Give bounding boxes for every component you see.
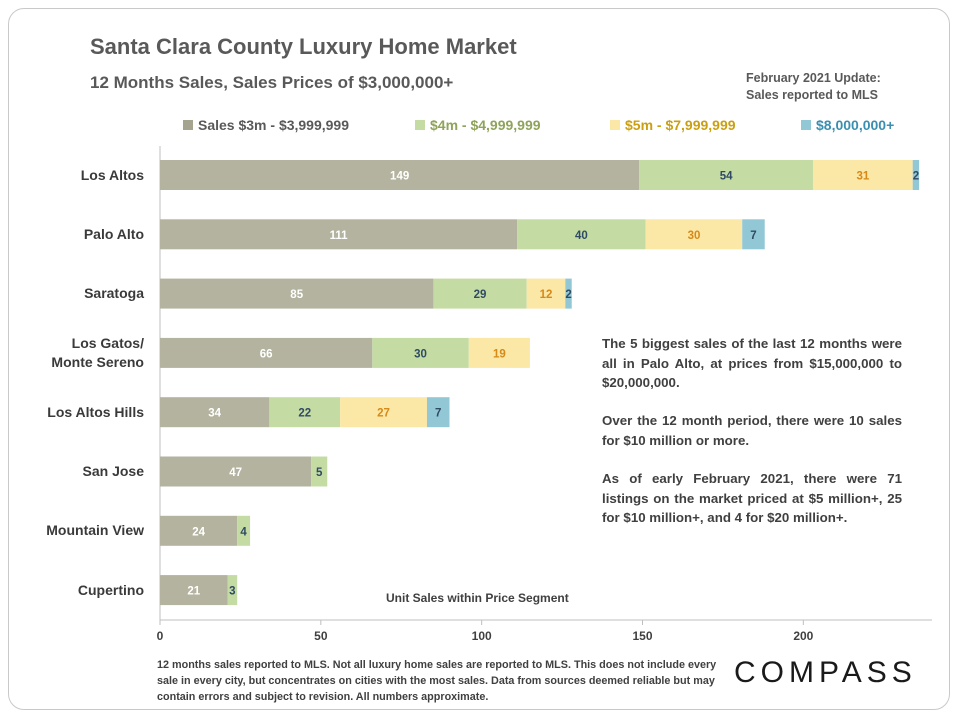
bar-segment (160, 515, 238, 546)
legend-item-5m: $5m - $7,999,999 (610, 117, 736, 133)
data-label: 21 (187, 586, 200, 598)
note-text: Over the 12 month period, there were 10 … (602, 413, 902, 448)
data-label: 30 (414, 348, 427, 360)
data-label: 2 (565, 289, 571, 301)
bar-segment (160, 337, 373, 368)
bar-segment (160, 456, 312, 487)
data-label: 5 (316, 467, 323, 479)
category-label: Saratoga (84, 285, 144, 302)
category-label: Los Gatos/Monte Sereno (51, 334, 144, 370)
data-label: 12 (540, 289, 553, 301)
legend-label-4m: $4m - $4,999,999 (430, 117, 541, 133)
legend-swatch-5m (610, 120, 620, 130)
slide-frame (8, 8, 950, 710)
bar-segment (812, 160, 913, 190)
legend-item-4m: $4m - $4,999,999 (415, 117, 541, 133)
update-line-2: Sales reported to MLS (746, 88, 878, 102)
update-note: February 2021 Update: Sales reported to … (746, 70, 881, 104)
category-label: Los Altos (80, 166, 144, 183)
bar-segment (912, 160, 920, 190)
data-label: 4 (240, 526, 247, 538)
note-text: As of early February 2021, there were 71… (602, 471, 902, 525)
data-label: 85 (290, 289, 303, 301)
x-tick-label: 0 (157, 629, 164, 643)
chart-subtitle: 12 Months Sales, Sales Prices of $3,000,… (90, 73, 454, 92)
bar-segment (160, 575, 228, 606)
data-label: 27 (377, 408, 390, 420)
legend-label-5m: $5m - $7,999,999 (625, 117, 736, 133)
data-label: 22 (298, 408, 311, 420)
legend-label-8m: $8,000,000+ (816, 117, 895, 133)
data-label: 31 (856, 171, 869, 183)
legend-label-3m: Sales $3m - $3,999,999 (198, 117, 350, 133)
footer-disclaimer: 12 months sales reported to MLS. Not all… (157, 659, 717, 703)
category-label: Palo Alto (83, 225, 144, 242)
legend-swatch-4m (415, 120, 425, 130)
data-label: 111 (330, 230, 349, 242)
legend-item-3m: Sales $3m - $3,999,999 (183, 117, 349, 133)
data-label: 66 (260, 348, 273, 360)
bar-segment (227, 575, 238, 606)
bar-segment (160, 397, 270, 428)
bar-segment (269, 397, 341, 428)
data-label: 2 (913, 171, 919, 183)
bar-segment (645, 219, 743, 250)
legend-swatch-8m (801, 120, 811, 130)
data-label: 34 (208, 408, 221, 420)
data-label: 3 (229, 586, 235, 598)
data-label: 54 (720, 171, 733, 183)
x-tick-label: 50 (314, 629, 328, 643)
data-label: 40 (575, 230, 588, 242)
bar-segment (526, 278, 566, 309)
data-label: 47 (229, 467, 242, 479)
bar-segment (311, 456, 328, 487)
data-label: 19 (493, 348, 506, 360)
bar-segment (468, 337, 530, 368)
bar-segment (565, 278, 572, 309)
bar-segment (160, 278, 434, 309)
category-label: San Jose (82, 463, 144, 479)
note-1: The 5 biggest sales of the last 12 month… (602, 334, 902, 393)
legend-swatch-3m (183, 120, 193, 130)
x-tick-label: 200 (793, 629, 813, 643)
data-label: 30 (688, 230, 701, 242)
bar-segment (160, 160, 640, 190)
x-tick-label: 150 (632, 629, 652, 643)
x-axis-label: Unit Sales within Price Segment (386, 591, 569, 605)
update-line-1: February 2021 Update: (746, 71, 881, 85)
bar-segment (517, 219, 646, 250)
bar-segment (160, 219, 518, 250)
bar-segment (742, 219, 765, 250)
bar-segment (340, 397, 427, 428)
bar-segment (426, 397, 450, 428)
note-3: As of early February 2021, there were 71… (602, 469, 902, 528)
chart-title: Santa Clara County Luxury Home Market (90, 34, 517, 59)
note-2: Over the 12 month period, there were 10 … (602, 411, 902, 450)
bar-segment (639, 160, 813, 190)
bar-segment (237, 515, 251, 546)
bar-segment (433, 278, 527, 309)
x-tick-label: 100 (472, 629, 492, 643)
legend-item-8m: $8,000,000+ (801, 117, 894, 133)
data-label: 7 (435, 408, 441, 420)
category-label: Los Altos Hills (47, 403, 144, 420)
data-label: 29 (474, 289, 487, 301)
category-label: Cupertino (77, 581, 144, 598)
category-label: Mountain View (46, 522, 144, 539)
data-label: 7 (750, 230, 756, 242)
bar-segment (372, 337, 469, 368)
data-label: 24 (192, 526, 205, 538)
data-label: 149 (390, 171, 409, 183)
chart-legend: Sales $3m - $3,999,999 $4m - $4,999,999 … (0, 117, 960, 139)
note-text: The 5 biggest sales of the last 12 month… (602, 336, 902, 390)
compass-logo: COMPASS (734, 656, 917, 689)
